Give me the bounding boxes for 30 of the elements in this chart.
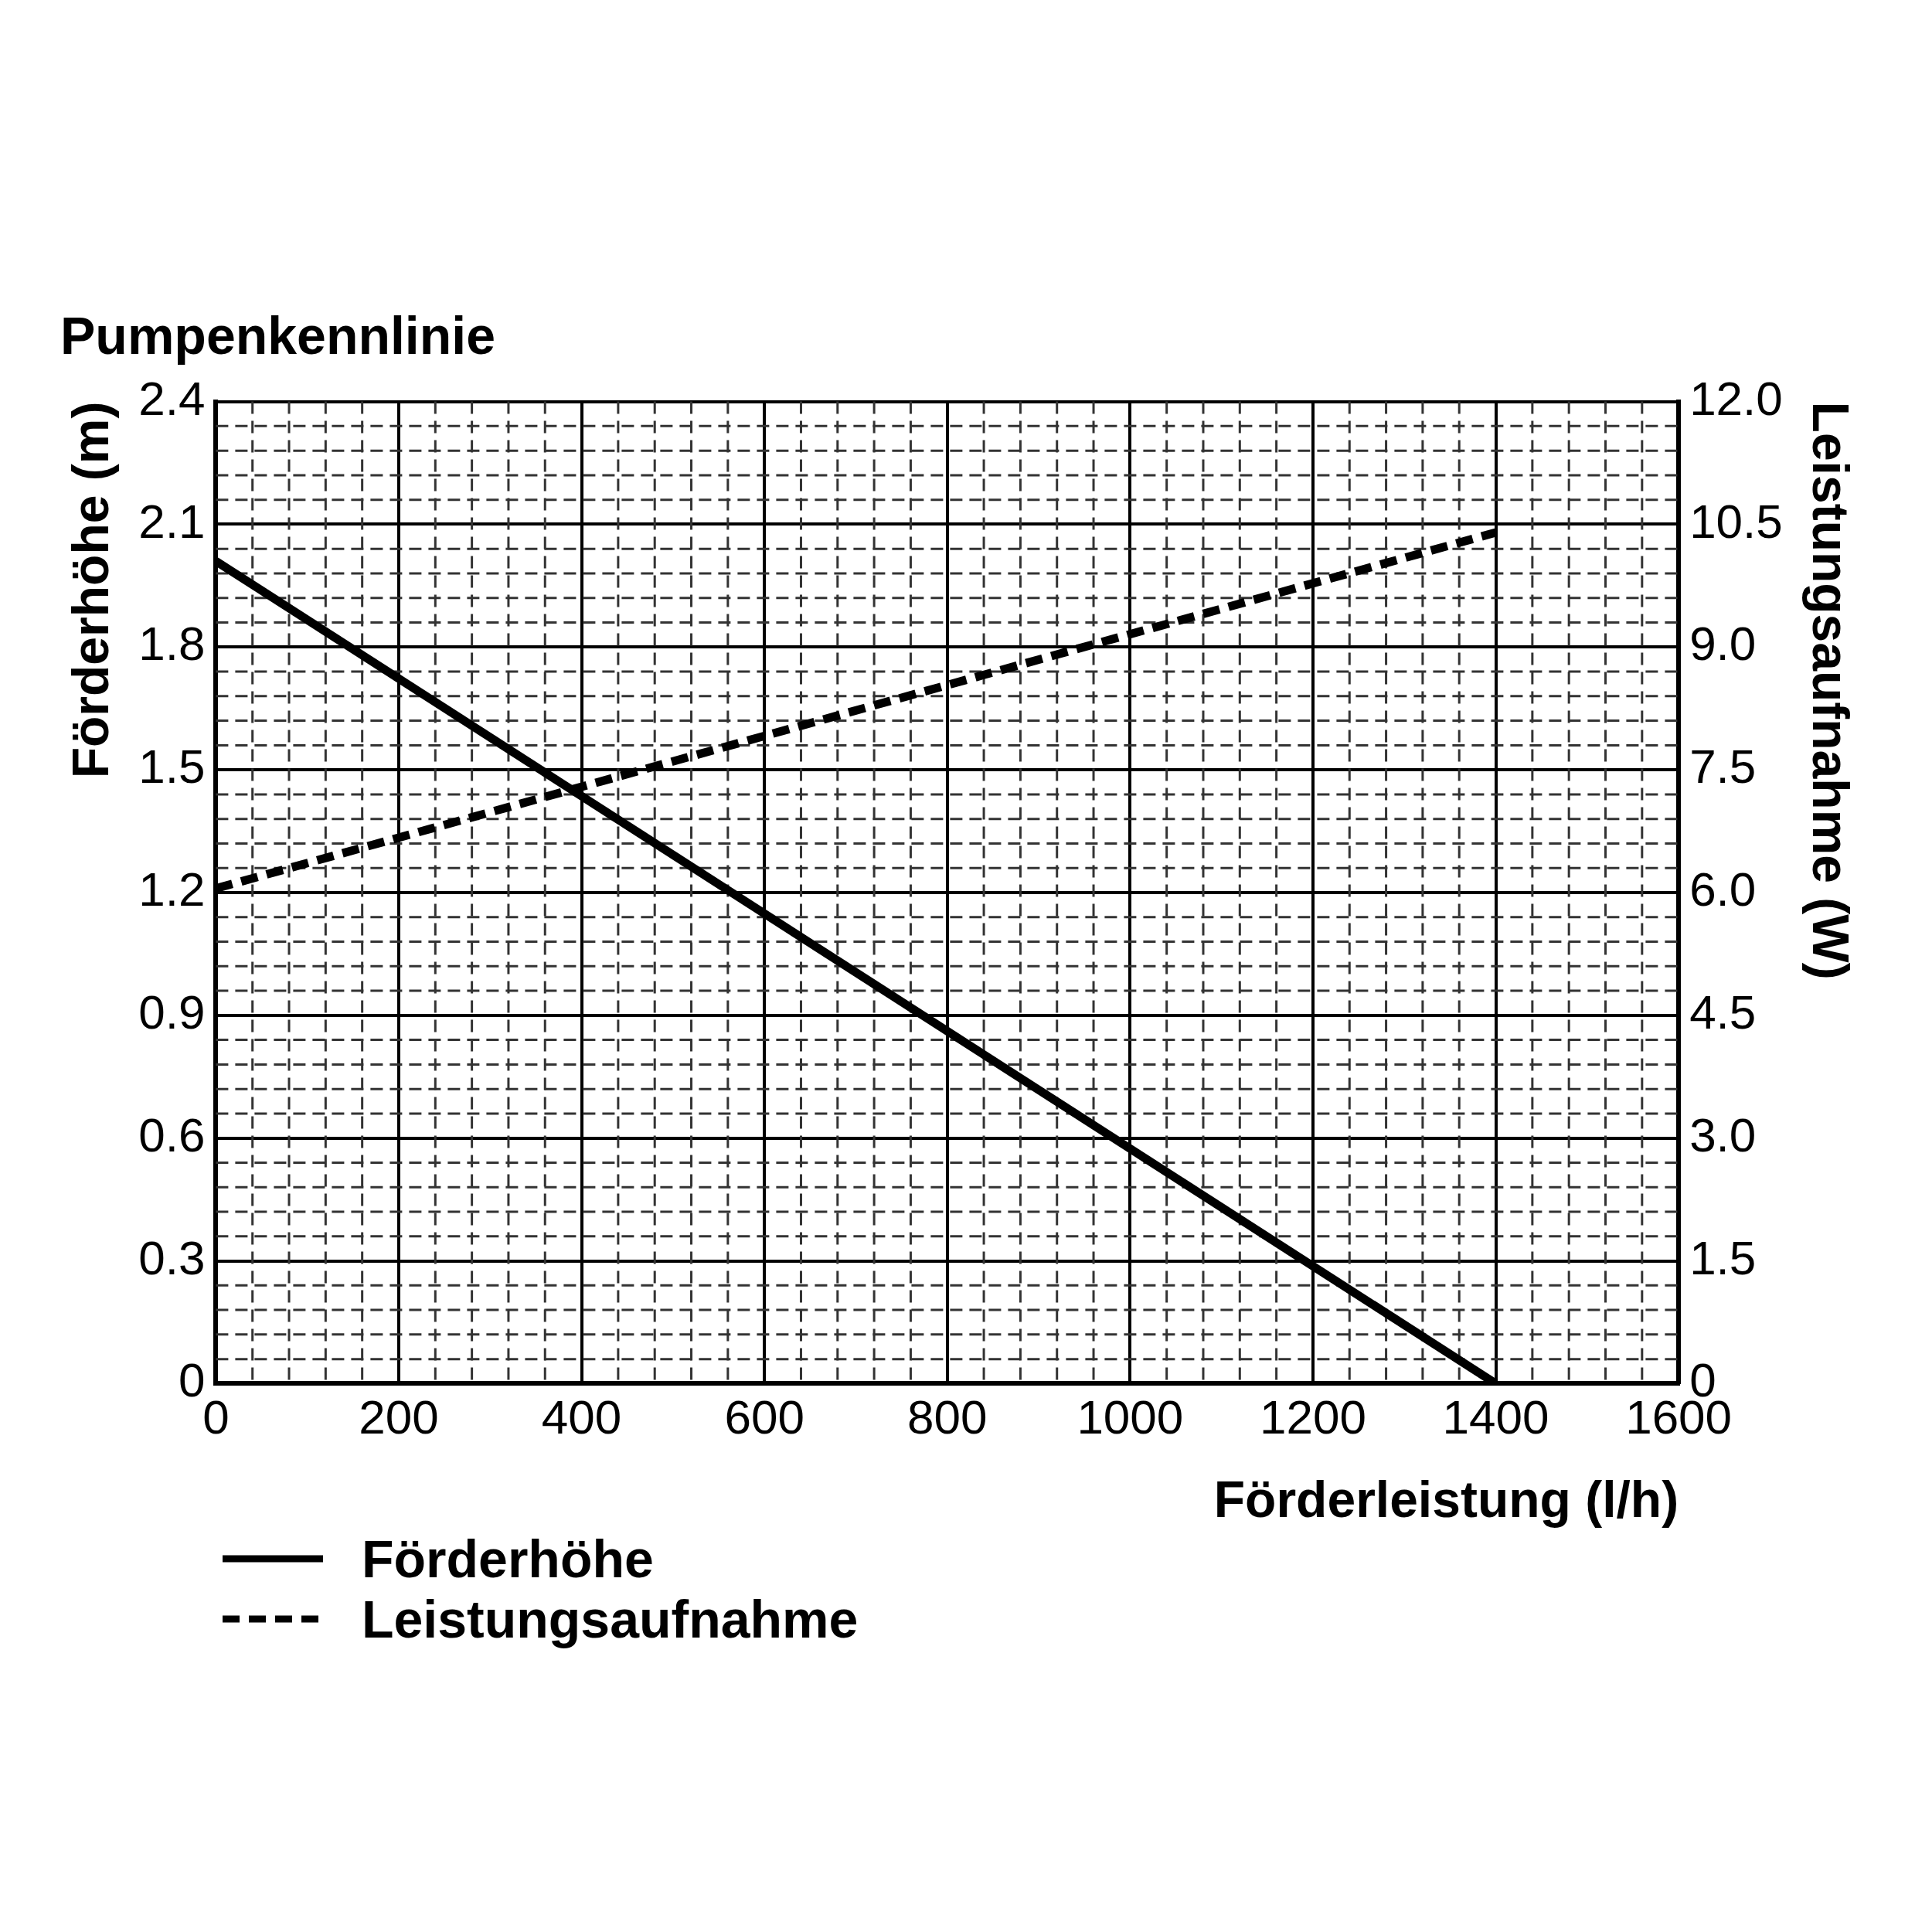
x-tick-label: 1400 <box>1442 1389 1549 1444</box>
x-tick-label: 400 <box>541 1389 622 1444</box>
x-tick-label: 200 <box>359 1389 439 1444</box>
chart-title: Pumpenkennlinie <box>60 305 495 365</box>
y-tick-label: 0.6 <box>138 1107 206 1162</box>
y-tick-label: 0.9 <box>138 985 206 1039</box>
y2-tick-label: 9.0 <box>1689 617 1757 671</box>
y-tick-label: 1.5 <box>138 740 206 794</box>
y2-tick-label: 1.5 <box>1689 1230 1757 1284</box>
y2-tick-label: 12.0 <box>1689 371 1783 425</box>
x-axis-title: Förderleistung (l/h) <box>1213 1470 1679 1528</box>
y-axis-title: Förderhöhe (m) <box>61 401 119 779</box>
y2-tick-label: 6.0 <box>1689 862 1757 917</box>
y2-tick-label: 7.5 <box>1689 740 1757 794</box>
y-tick-label: 1.2 <box>138 862 206 917</box>
y-tick-label: 0.3 <box>138 1230 206 1284</box>
y2-tick-label: 10.5 <box>1689 494 1783 548</box>
y-tick-label: 1.8 <box>138 617 206 671</box>
x-tick-label: 1200 <box>1259 1389 1366 1444</box>
y-tick-label: 2.4 <box>138 371 206 425</box>
y2-tick-label: 3.0 <box>1689 1107 1757 1162</box>
x-tick-label: 1000 <box>1077 1389 1184 1444</box>
y2-tick-label: 4.5 <box>1689 985 1757 1039</box>
y-tick-label: 0 <box>178 1353 206 1407</box>
x-tick-label: 800 <box>907 1389 988 1444</box>
x-tick-label: 600 <box>724 1389 804 1444</box>
y-tick-label: 2.1 <box>138 494 206 548</box>
legend-label: Förderhöhe <box>362 1529 654 1589</box>
y2-axis-title: Leistungsaufnahme (W) <box>1802 401 1860 980</box>
legend-label: Leistungsaufnahme <box>362 1589 859 1649</box>
